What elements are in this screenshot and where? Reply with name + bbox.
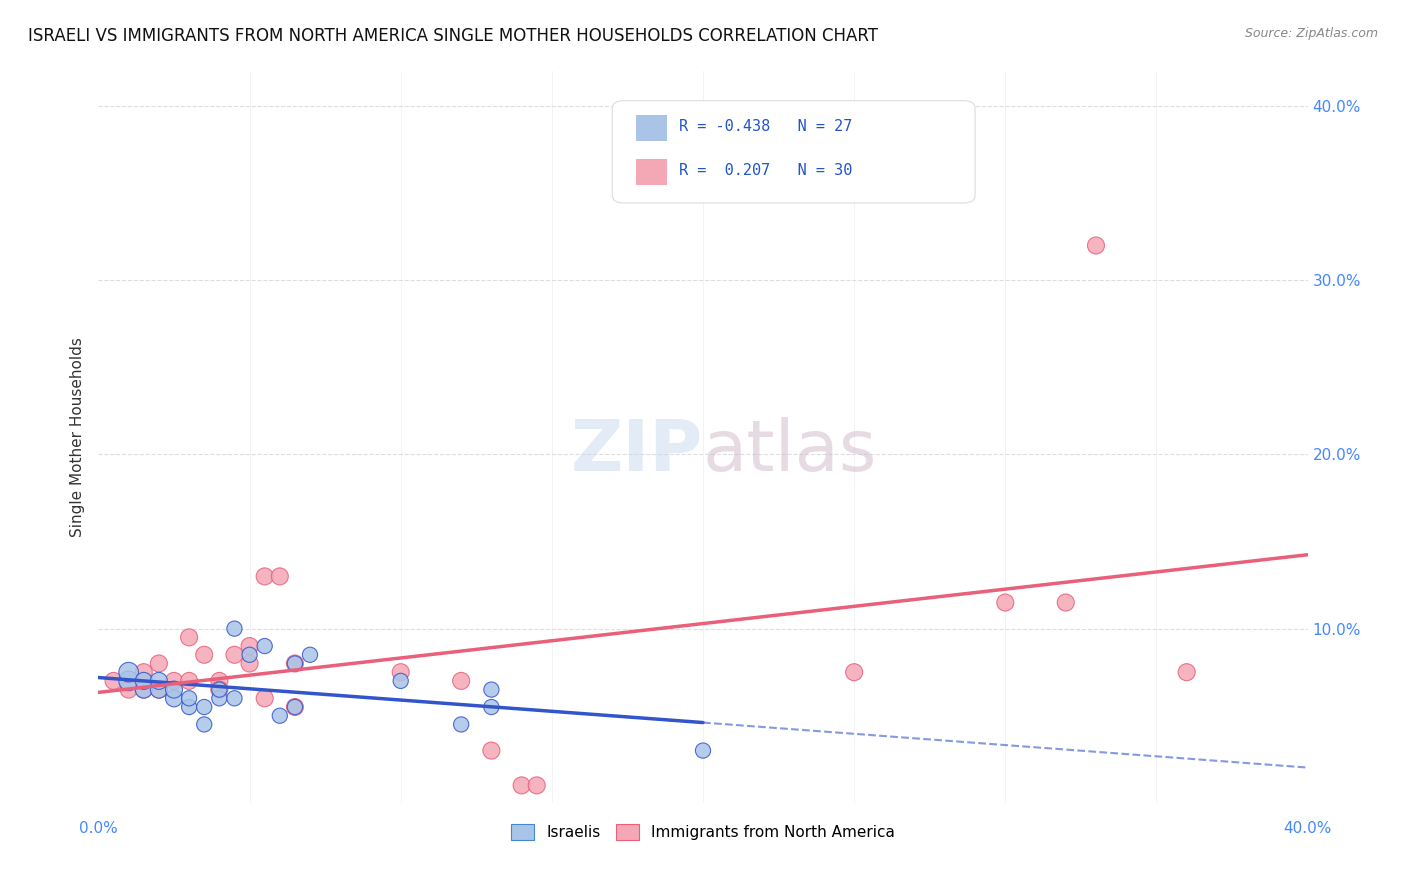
Point <box>844 665 866 680</box>
Point <box>163 691 186 706</box>
Point <box>269 569 291 583</box>
Text: 40.0%: 40.0% <box>1284 821 1331 836</box>
Point <box>239 657 262 671</box>
Point <box>179 631 201 645</box>
Point <box>118 673 141 688</box>
Point <box>132 682 155 697</box>
FancyBboxPatch shape <box>637 159 666 185</box>
Point <box>269 708 291 723</box>
Point <box>450 717 472 731</box>
Point <box>224 622 246 636</box>
Point <box>224 691 246 706</box>
Point <box>526 778 548 792</box>
Point <box>239 648 262 662</box>
Point <box>179 673 201 688</box>
Point <box>148 657 170 671</box>
Point <box>208 673 231 688</box>
Point <box>193 700 215 714</box>
Text: R =  0.207   N = 30: R = 0.207 N = 30 <box>679 162 852 178</box>
Text: atlas: atlas <box>703 417 877 486</box>
Legend: Israelis, Immigrants from North America: Israelis, Immigrants from North America <box>505 818 901 847</box>
Point <box>208 682 231 697</box>
Point <box>389 673 412 688</box>
Point <box>284 657 307 671</box>
Point <box>132 665 155 680</box>
Point <box>118 682 141 697</box>
Text: R = -0.438   N = 27: R = -0.438 N = 27 <box>679 119 852 134</box>
Text: ISRAELI VS IMMIGRANTS FROM NORTH AMERICA SINGLE MOTHER HOUSEHOLDS CORRELATION CH: ISRAELI VS IMMIGRANTS FROM NORTH AMERICA… <box>28 27 879 45</box>
Point <box>103 673 125 688</box>
Text: 0.0%: 0.0% <box>79 821 118 836</box>
Point <box>692 743 714 757</box>
Point <box>239 639 262 653</box>
Point <box>148 682 170 697</box>
Point <box>132 673 155 688</box>
Point <box>284 657 307 671</box>
Point <box>994 595 1017 609</box>
Point <box>450 673 472 688</box>
Point <box>179 700 201 714</box>
FancyBboxPatch shape <box>637 115 666 141</box>
Point <box>163 673 186 688</box>
Point <box>179 691 201 706</box>
Point <box>193 717 215 731</box>
Point <box>208 691 231 706</box>
Point <box>148 673 170 688</box>
Point <box>299 648 322 662</box>
Point <box>148 682 170 697</box>
Point <box>253 569 276 583</box>
Point <box>1085 238 1108 252</box>
Point <box>481 682 503 697</box>
Y-axis label: Single Mother Households: Single Mother Households <box>69 337 84 537</box>
Point <box>253 691 276 706</box>
Point <box>284 700 307 714</box>
Text: Source: ZipAtlas.com: Source: ZipAtlas.com <box>1244 27 1378 40</box>
Point <box>284 700 307 714</box>
Point <box>481 743 503 757</box>
Point <box>193 648 215 662</box>
Point <box>1175 665 1198 680</box>
Point <box>1054 595 1077 609</box>
FancyBboxPatch shape <box>613 101 976 203</box>
Point <box>253 639 276 653</box>
Point <box>163 682 186 697</box>
Point <box>224 648 246 662</box>
Point <box>389 665 412 680</box>
Text: ZIP: ZIP <box>571 417 703 486</box>
Point <box>481 700 503 714</box>
Point <box>118 665 141 680</box>
Point <box>208 682 231 697</box>
Point <box>510 778 533 792</box>
Point <box>132 682 155 697</box>
